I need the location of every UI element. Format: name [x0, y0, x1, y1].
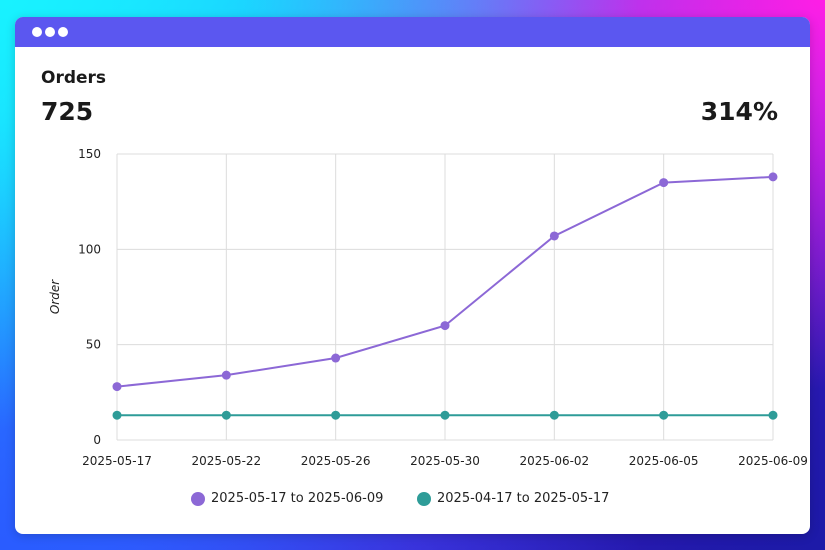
y-tick-label: 50 — [86, 338, 101, 352]
x-tick-label: 2025-05-22 — [191, 454, 261, 468]
app-window: Orders 725 314% 0 50 100 150 2025-05-17 2025-… — [15, 17, 810, 534]
y-tick-label: 150 — [78, 147, 101, 161]
legend-item[interactable]: 2025-04-17 to 2025-05-17 — [417, 491, 609, 506]
data-point — [440, 321, 450, 331]
legend-label: 2025-05-17 to 2025-06-09 — [211, 491, 384, 506]
x-tick-label: 2025-05-30 — [410, 454, 480, 468]
data-point — [331, 410, 341, 420]
data-point — [221, 370, 231, 380]
data-point — [549, 410, 559, 420]
data-point — [331, 353, 341, 363]
x-tick-label: 2025-05-17 — [82, 454, 152, 468]
data-point — [112, 382, 122, 392]
x-tick-label: 2025-05-26 — [301, 454, 371, 468]
window-titlebar — [15, 17, 810, 47]
data-point — [768, 172, 778, 182]
x-tick-label: 2025-06-02 — [519, 454, 589, 468]
x-tick-label: 2025-06-09 — [738, 454, 808, 468]
data-point — [659, 410, 669, 420]
card-title: Orders — [41, 68, 107, 88]
data-point — [768, 410, 778, 420]
window-dot-icon[interactable] — [58, 27, 68, 37]
legend-label: 2025-04-17 to 2025-05-17 — [437, 491, 610, 506]
data-point — [440, 410, 450, 420]
y-axis-label: Order — [48, 279, 62, 314]
y-tick-label: 0 — [93, 433, 101, 447]
data-point — [112, 410, 122, 420]
window-dot-icon[interactable] — [32, 27, 42, 37]
window-dot-icon[interactable] — [45, 27, 55, 37]
data-point — [549, 231, 559, 241]
legend-swatch — [191, 491, 205, 506]
y-tick-label: 100 — [78, 242, 101, 256]
data-point — [221, 410, 231, 420]
chart-legend: 2025-05-17 to 2025-06-09 2025-04-17 to 20… — [15, 17, 810, 534]
data-point — [659, 178, 669, 188]
card-change: 314% — [700, 97, 778, 126]
card-value: 725 — [41, 97, 94, 126]
line-chart: 0 50 100 150 2025-05-17 2025-05-22 2025-05-26 2… — [48, 147, 808, 468]
legend-swatch — [417, 491, 431, 506]
legend-item[interactable]: 2025-05-17 to 2025-06-09 — [191, 491, 383, 506]
x-tick-label: 2025-06-05 — [629, 454, 699, 468]
